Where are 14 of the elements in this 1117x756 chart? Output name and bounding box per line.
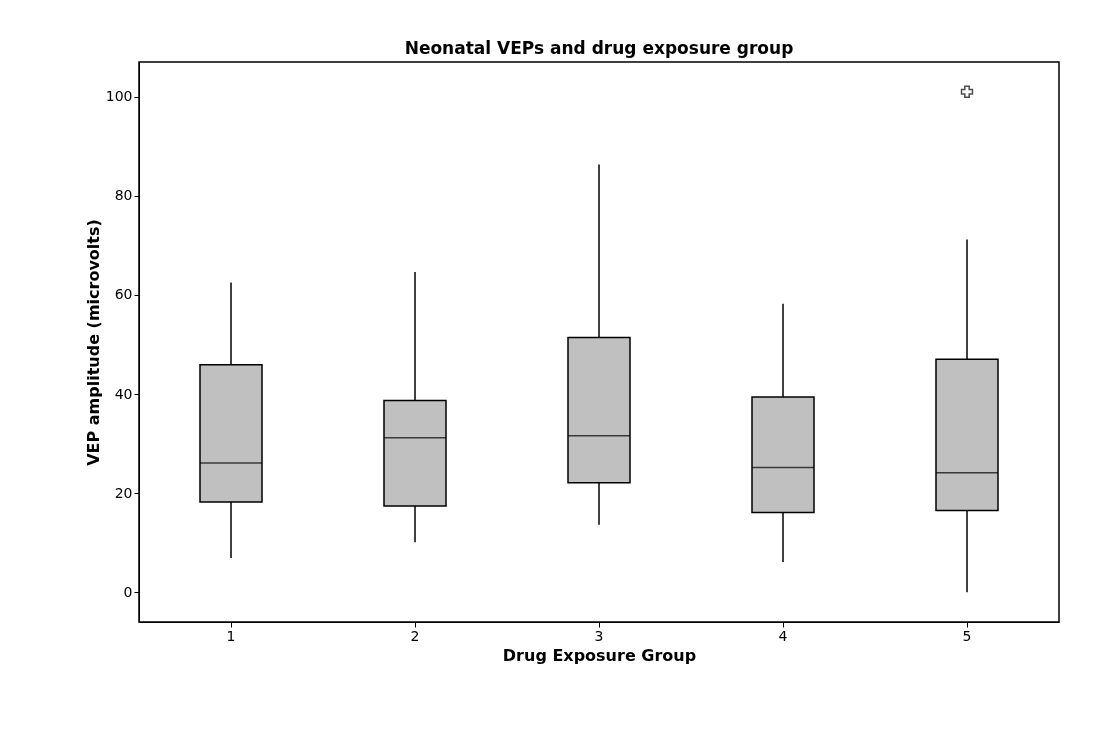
- y-tick-label: 60: [114, 286, 133, 303]
- y-tick-label: 40: [114, 385, 133, 402]
- y-axis-title: VEP amplitude (microvolts): [83, 219, 103, 466]
- x-tick-label: 3: [594, 627, 604, 644]
- chart-title: Neonatal VEPs and drug exposure group: [404, 38, 794, 58]
- x-axis-title: Drug Exposure Group: [502, 645, 697, 665]
- x-tick-label: 5: [962, 627, 972, 644]
- x-tick-label: 1: [226, 627, 236, 644]
- y-tick-label: 20: [114, 484, 133, 501]
- y-tick-label: 80: [114, 187, 133, 204]
- x-tick-label: 4: [778, 627, 788, 644]
- y-tick-label: 0: [123, 583, 133, 600]
- x-tick-label: 2: [410, 627, 420, 644]
- y-tick-label: 100: [105, 88, 133, 105]
